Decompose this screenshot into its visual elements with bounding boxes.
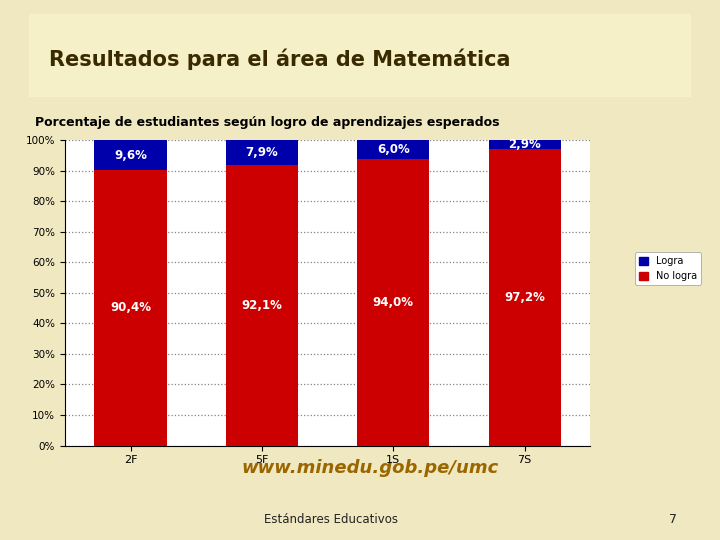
Legend: Logra, No logra: Logra, No logra (635, 252, 701, 285)
Text: 97,2%: 97,2% (504, 291, 545, 303)
Text: 6,0%: 6,0% (377, 143, 410, 156)
Bar (357, 140, 429, 159)
Text: 9,6%: 9,6% (114, 148, 147, 161)
Bar (357, 159, 429, 445)
Bar (94, 170, 166, 445)
Text: Porcentaje de estudiantes según logro de aprendizajes esperados: Porcentaje de estudiantes según logro de… (35, 116, 500, 129)
Text: 2,9%: 2,9% (508, 138, 541, 151)
Bar (489, 149, 561, 446)
Bar (226, 140, 298, 165)
Text: www.minedu.gob.pe/umc: www.minedu.gob.pe/umc (241, 460, 498, 477)
Text: 94,0%: 94,0% (373, 295, 414, 308)
Text: Estándares Educativos: Estándares Educativos (264, 513, 398, 526)
Text: 92,1%: 92,1% (241, 299, 282, 312)
Bar (489, 140, 561, 149)
Text: 7: 7 (669, 513, 678, 526)
Text: 90,4%: 90,4% (110, 301, 151, 314)
Text: 7,9%: 7,9% (246, 146, 278, 159)
Bar (226, 165, 298, 446)
Bar (94, 140, 166, 170)
Text: Resultados para el área de Matemática: Resultados para el área de Matemática (49, 49, 510, 70)
